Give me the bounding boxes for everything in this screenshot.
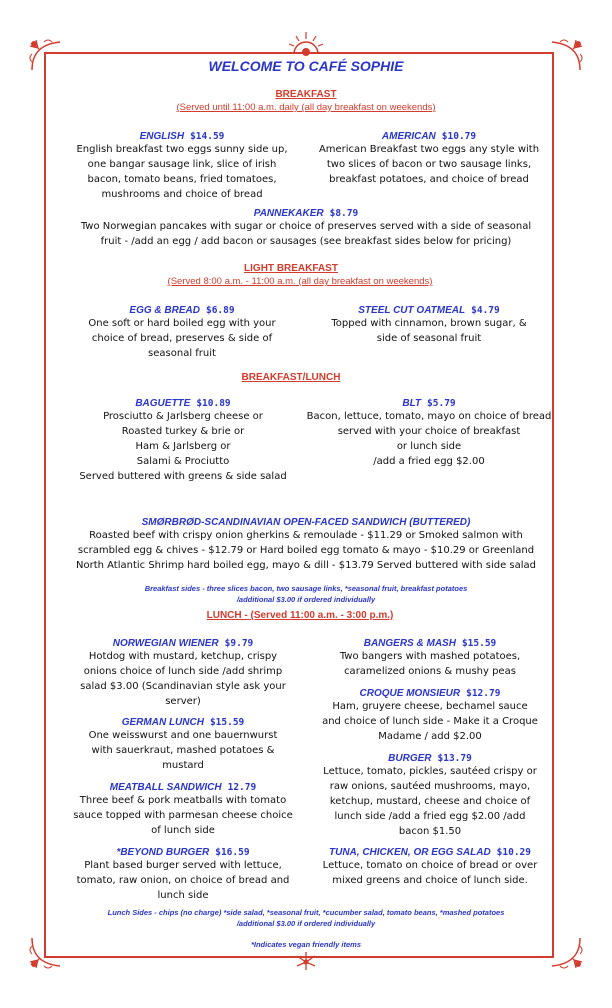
menu-item-smorbrod: SMØRBRØD-SCANDINAVIAN OPEN-FACED SANDWIC… [70, 517, 542, 573]
sun-ornament-icon [288, 32, 324, 56]
breakfast-header: BREAKFAST [275, 89, 337, 100]
item-price: $10.89 [196, 398, 231, 409]
item-price: $12.79 [466, 688, 501, 699]
item-price: $15.59 [461, 638, 497, 649]
item-description: Roasted beef with crispy onion gherkins … [75, 530, 537, 571]
item-line: Roasted turkey & brie or [121, 426, 245, 437]
item-description: Two bangers with mashed potatoes, carame… [339, 651, 521, 677]
item-name: EGG & BREAD [129, 305, 200, 316]
menu-item-egg-bread: EGG & BREAD $6.89 One soft or hard boiled… [82, 305, 282, 361]
item-price: $14.59 [190, 131, 225, 142]
item-name: GERMAN LUNCH [121, 717, 204, 728]
item-price: $10.79 [441, 131, 477, 142]
menu-item-pannekaker: PANNEKAKER $8.79 Two Norwegian pancakes w… [74, 208, 538, 249]
menu-item-oatmeal: STEEL CUT OATMEAL $4.79 Topped with cinna… [326, 305, 532, 346]
item-name: TUNA, CHICKEN, OR EGG SALAD [329, 847, 491, 858]
item-name: CROQUE MONSIEUR [359, 688, 461, 699]
breakfast-sides-note: Breakfast sides - three slices bacon, tw… [144, 584, 468, 593]
item-price: $13.79 [437, 753, 472, 764]
corner-flourish-icon [551, 39, 583, 71]
item-price: 12.79 [227, 782, 257, 793]
item-description: Two Norwegian pancakes with sugar or cho… [80, 221, 532, 247]
breakfast-lunch-header: BREAKFAST/LUNCH [241, 372, 341, 383]
item-line: or lunch side [396, 441, 462, 452]
item-line: served with your choice of breakfast [337, 426, 521, 437]
item-line: /add a fried egg $2.00 [373, 456, 485, 467]
menu-item-german-lunch: GERMAN LUNCH $15.59 One weisswurst and on… [80, 717, 286, 773]
page-title: WELCOME TO CAFÉ SOPHIE [208, 58, 404, 74]
item-description: Lettuce, tomato, pickles, sautéed crispy… [323, 766, 537, 837]
menu-item-american: AMERICAN $10.79 American Breakfast two eg… [318, 131, 540, 187]
item-line: Served buttered with greens & side salad [79, 471, 287, 482]
breakfast-hours-note: (Served until 11:00 a.m. daily (all day … [176, 102, 436, 113]
item-price: $4.79 [471, 305, 500, 316]
item-name: AMERICAN [381, 131, 436, 142]
item-name: BANGERS & MASH [363, 638, 456, 649]
item-description: Ham, gruyere cheese, bechamel sauce and … [322, 701, 538, 742]
item-description: Hotdog with mustard, ketchup, crispy oni… [80, 651, 286, 707]
item-description: Topped with cinnamon, brown sugar, & sid… [331, 318, 527, 344]
lunch-sides-note: Lunch Sides - chips (no charge) *side sa… [107, 908, 505, 917]
menu-item-croque-monsieur: CROQUE MONSIEUR $12.79 Ham, gruyere chees… [322, 688, 538, 744]
menu-item-blt: BLT $5.79 Bacon, lettuce, tomato, mayo on… [304, 398, 554, 469]
menu-item-salad-sandwich: TUNA, CHICKEN, OR EGG SALAD $10.29 Lettuc… [322, 847, 538, 888]
item-line: Bacon, lettuce, tomato, mayo on choice o… [306, 411, 552, 422]
item-name: BAGUETTE [135, 398, 191, 409]
lunch-header: LUNCH - (Served 11:00 a.m. - 3:00 p.m.) [60, 610, 540, 621]
item-description: Lettuce, tomato on choice of bread or ov… [322, 860, 538, 886]
item-price: $15.59 [209, 717, 245, 728]
item-name: BLT [402, 398, 422, 409]
menu-item-beyond-burger: *BEYOND BURGER $16.59 Plant based burger … [72, 847, 294, 903]
item-line: Prosciutto & Jarlsberg cheese or [103, 411, 263, 422]
lunch-sides-note-price: /additional $3.00 if ordered individuall… [236, 919, 376, 928]
item-name: ENGLISH [139, 131, 185, 142]
item-description: One soft or hard boiled egg with your ch… [88, 318, 276, 359]
item-name: PANNEKAKER [253, 208, 324, 219]
menu-item-bangers-mash: BANGERS & MASH $15.59 Two bangers with ma… [320, 638, 540, 679]
item-price: $10.29 [496, 847, 531, 858]
item-name: *BEYOND BURGER [116, 847, 210, 858]
item-price: $16.59 [215, 847, 250, 858]
menu-item-meatball-sandwich: MEATBALL SANDWICH 12.79 Three beef & pork… [72, 782, 294, 838]
item-name: BURGER [388, 753, 432, 764]
corner-flourish-icon [29, 937, 61, 969]
menu-item-english: ENGLISH $14.59 English breakfast two eggs… [72, 131, 292, 202]
menu-item-norwegian-wiener: NORWEGIAN WIENER $9.79 Hotdog with mustar… [72, 638, 294, 709]
item-line: Salami & Prociutto [136, 456, 230, 467]
item-line: Ham & Jarlsberg or [135, 441, 231, 452]
item-description: Three beef & pork meatballs with tomato … [73, 795, 293, 836]
menu-item-baguette: BAGUETTE $10.89 Prosciutto & Jarlsberg ch… [70, 398, 296, 484]
item-name: MEATBALL SANDWICH [109, 782, 222, 793]
breakfast-sides-note-price: /additional $3.00 if ordered individuall… [236, 595, 376, 604]
item-price: $6.89 [205, 305, 235, 316]
item-description: American Breakfast two eggs any style wi… [318, 144, 540, 185]
item-description: Plant based burger served with lettuce, … [76, 860, 290, 901]
item-name: SMØRBRØD-SCANDINAVIAN OPEN-FACED SANDWIC… [141, 517, 471, 528]
item-name: NORWEGIAN WIENER [112, 638, 219, 649]
item-name: STEEL CUT OATMEAL [358, 305, 466, 316]
corner-flourish-icon [29, 39, 61, 71]
light-breakfast-header: LIGHT BREAKFAST [244, 263, 338, 274]
item-price: $5.79 [427, 398, 456, 409]
vegan-note: *Indicates vegan friendly items [250, 940, 362, 949]
light-breakfast-hours-note: (Served 8:00 a.m. - 11:00 a.m. (all day … [167, 276, 433, 287]
corner-flourish-icon [551, 937, 583, 969]
item-price: $9.79 [224, 638, 254, 649]
menu-item-burger: BURGER $13.79 Lettuce, tomato, pickles, s… [320, 753, 540, 839]
item-price: $8.79 [329, 208, 359, 219]
leaf-ornament-icon [296, 952, 316, 970]
item-description: One weisswurst and one bauernwurst with … [88, 730, 278, 771]
item-description: English breakfast two eggs sunny side up… [76, 144, 288, 200]
lunch-header-text: LUNCH - (Served 11:00 a.m. - 3:00 p.m.) [206, 610, 394, 621]
